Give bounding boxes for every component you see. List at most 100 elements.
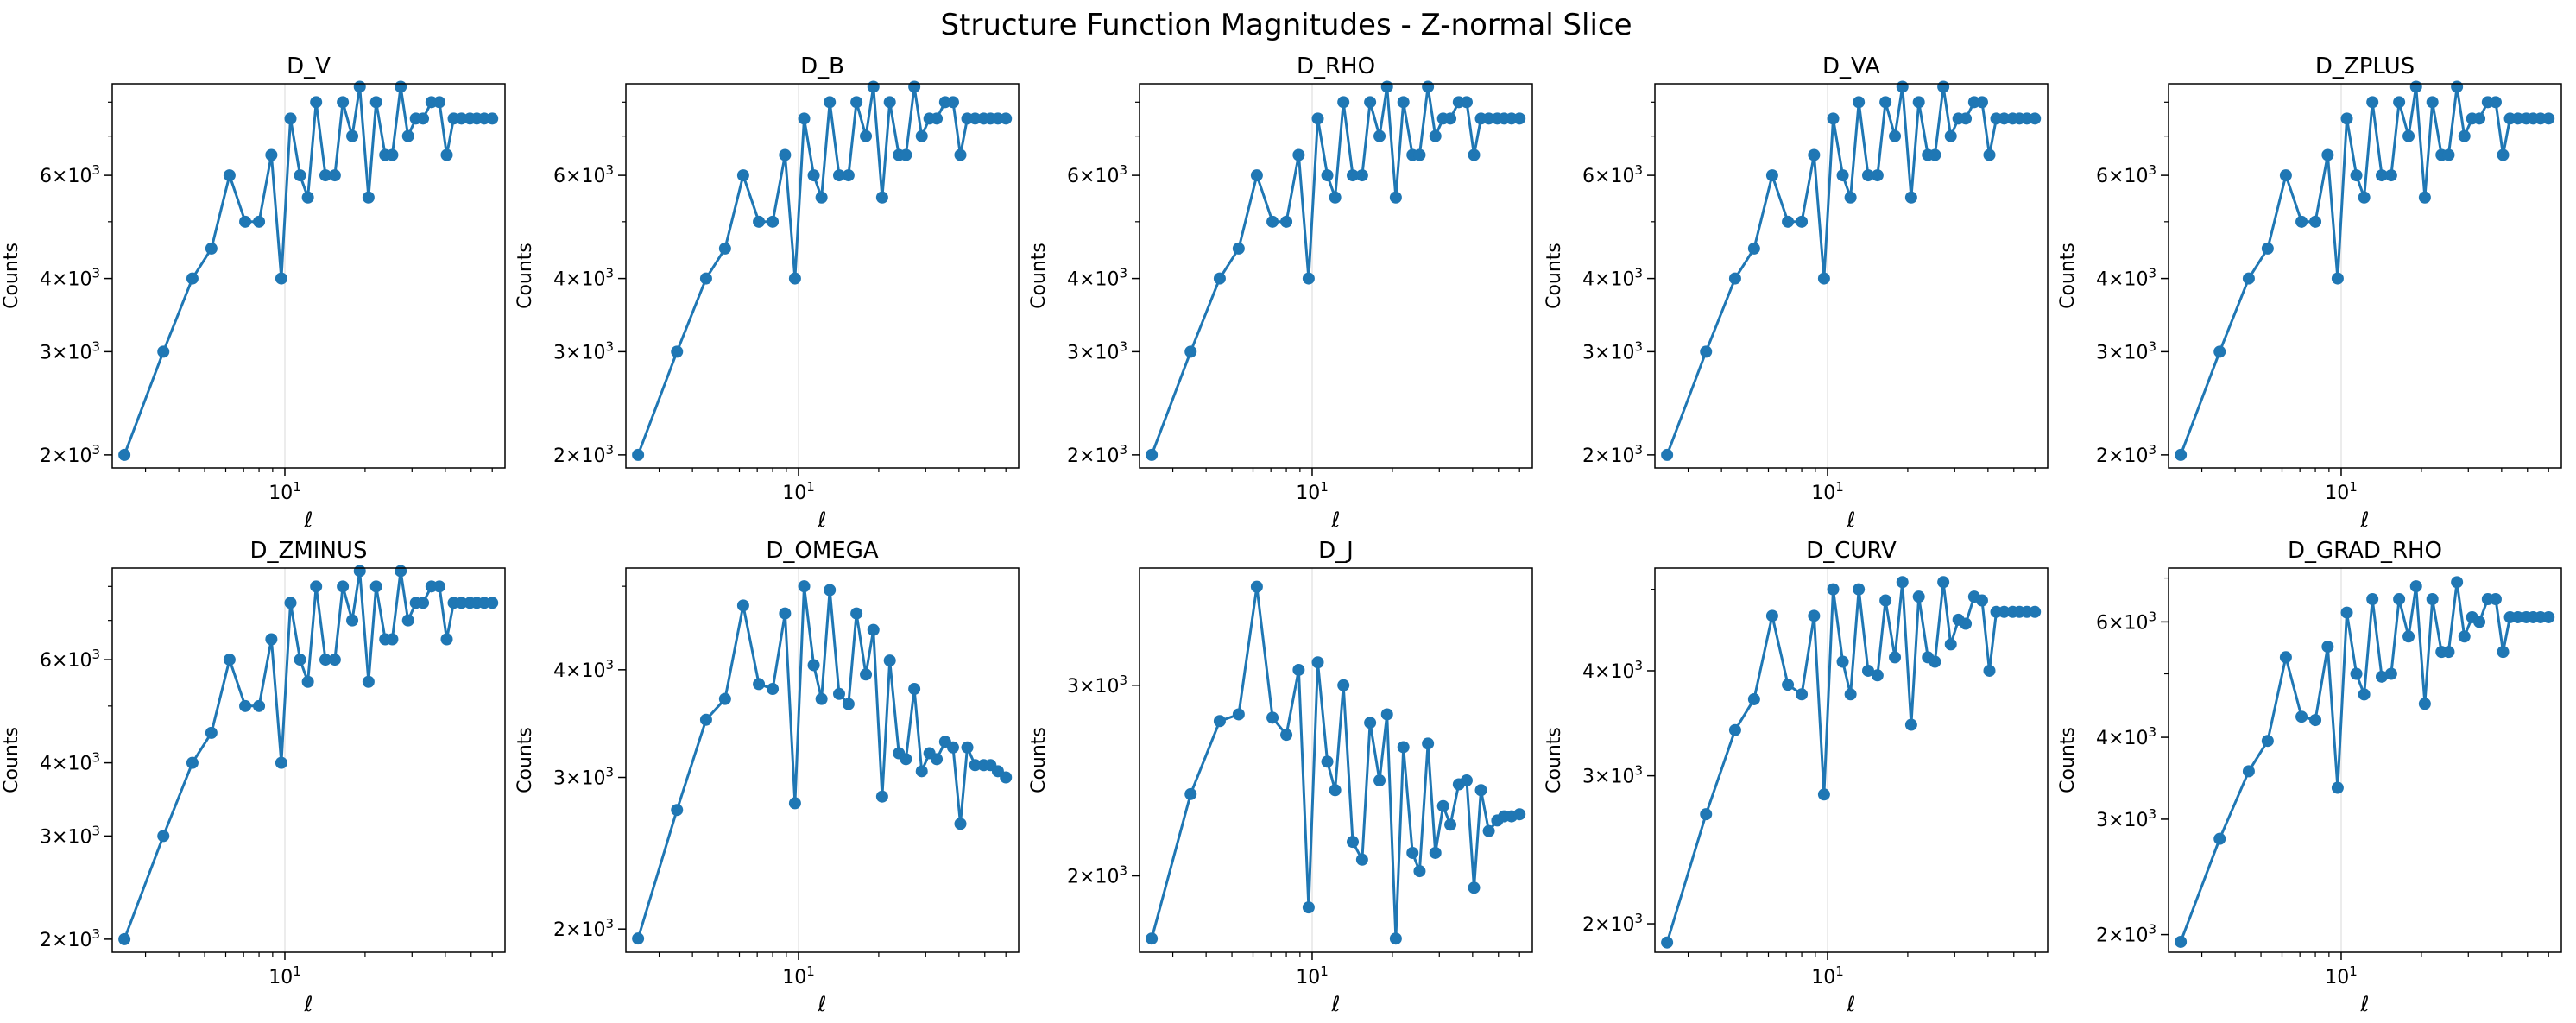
data-point: [2321, 148, 2334, 161]
data-point: [2358, 688, 2371, 701]
y-axis-label: Counts: [515, 727, 536, 793]
data-point: [157, 345, 170, 358]
data-point: [239, 699, 252, 712]
x-tick-label: 101: [268, 479, 301, 504]
data-point: [1889, 129, 1902, 142]
axes-frame: [2168, 83, 2562, 469]
data-point: [328, 169, 341, 182]
data-point: [2331, 272, 2344, 285]
data-point: [157, 830, 170, 843]
data-point: [1844, 191, 1857, 204]
data-point: [1896, 80, 1909, 93]
data-point: [1311, 656, 1324, 669]
data-point: [2321, 641, 2334, 654]
panel-title: D_J: [1318, 538, 1354, 564]
panel-title: D_V: [287, 54, 331, 79]
data-point: [1700, 345, 1713, 358]
data-point: [1998, 605, 2011, 618]
data-point: [1329, 191, 1342, 204]
data-point: [1871, 669, 1884, 682]
y-axis-label: Counts: [1, 243, 22, 309]
data-point: [883, 654, 896, 667]
data-point: [1422, 80, 1435, 93]
data-point: [2350, 667, 2363, 680]
y-tick-label: 6×103: [1582, 162, 1643, 187]
data-point: [1146, 932, 1159, 945]
data-point: [1413, 865, 1426, 878]
data-point: [1944, 638, 1957, 651]
data-point: [1983, 148, 1996, 161]
data-point: [671, 804, 684, 817]
data-point: [432, 580, 445, 593]
data-point: [1302, 272, 1315, 285]
data-point: [1765, 609, 1778, 622]
data-point: [767, 683, 780, 696]
data-point: [2393, 593, 2406, 606]
x-tick-label: 101: [1296, 479, 1329, 504]
data-point: [1000, 771, 1013, 784]
data-point: [1364, 96, 1377, 109]
x-tick-label: 101: [782, 479, 815, 504]
data-point: [1355, 169, 1368, 182]
data-point: [1444, 112, 1457, 125]
y-axis-label: Counts: [1, 727, 22, 793]
data-point: [1808, 148, 1821, 161]
data-point: [908, 80, 921, 93]
data-point: [440, 633, 453, 646]
x-tick-label: 101: [268, 963, 301, 988]
data-point: [118, 932, 131, 945]
data-point: [842, 169, 855, 182]
data-point: [2242, 765, 2255, 778]
data-point: [2213, 345, 2226, 358]
data-point: [2542, 112, 2555, 125]
panel-title: D_OMEGA: [766, 538, 878, 564]
data-point: [1266, 711, 1279, 724]
data-point: [2375, 169, 2388, 182]
panels: 101 2×103 3×103 4×103 6×103 D_V ℓ Counts 101 2×10…: [1, 54, 2562, 1016]
data-point: [1861, 169, 1874, 182]
axes-frame: [111, 567, 506, 953]
data-point: [2331, 781, 2344, 794]
panel-d-va: 101 2×103 3×103 4×103 6×103 D_VA ℓ Counts: [1544, 54, 2049, 532]
data-point: [1960, 112, 1973, 125]
data-point: [671, 345, 684, 358]
y-axis-label: Counts: [1544, 727, 1565, 793]
panel-d-rho: 101 2×103 3×103 4×103 6×103 D_RHO ℓ Counts: [1028, 54, 1533, 532]
data-point: [2366, 593, 2379, 606]
data-point: [2175, 448, 2188, 461]
data-point: [1879, 96, 1892, 109]
data-point: [1380, 708, 1393, 721]
data-point: [832, 169, 845, 182]
data-point: [1975, 96, 1988, 109]
data-point: [860, 129, 873, 142]
panel-title: D_ZPLUS: [2315, 54, 2415, 79]
y-tick-label: 3×103: [2096, 338, 2156, 363]
y-axis-label: Counts: [1544, 243, 1565, 309]
data-point: [2384, 667, 2397, 680]
data-point: [946, 96, 959, 109]
figure-title: Structure Function Magnitudes - Z-normal…: [940, 8, 1632, 42]
data-point: [2458, 129, 2471, 142]
data-point: [2295, 710, 2308, 723]
y-axis-label: Counts: [2057, 243, 2079, 309]
data-point: [961, 741, 974, 754]
y-tick-label: 3×103: [1067, 673, 1127, 698]
data-point: [1280, 729, 1293, 742]
data-point: [369, 580, 382, 593]
data-point: [699, 272, 712, 285]
y-tick-label: 4×103: [1582, 658, 1643, 683]
data-point: [1728, 272, 1741, 285]
data-point: [401, 129, 414, 142]
data-point: [969, 112, 982, 125]
data-point: [294, 654, 306, 666]
data-point: [1000, 112, 1013, 125]
data-point: [328, 654, 341, 666]
data-point: [2458, 630, 2471, 643]
data-point: [1482, 824, 1495, 837]
data-point: [779, 148, 792, 161]
data-point: [1513, 112, 1526, 125]
x-axis-label: ℓ: [304, 508, 313, 532]
data-point: [1373, 774, 1386, 787]
data-point: [1373, 129, 1386, 142]
